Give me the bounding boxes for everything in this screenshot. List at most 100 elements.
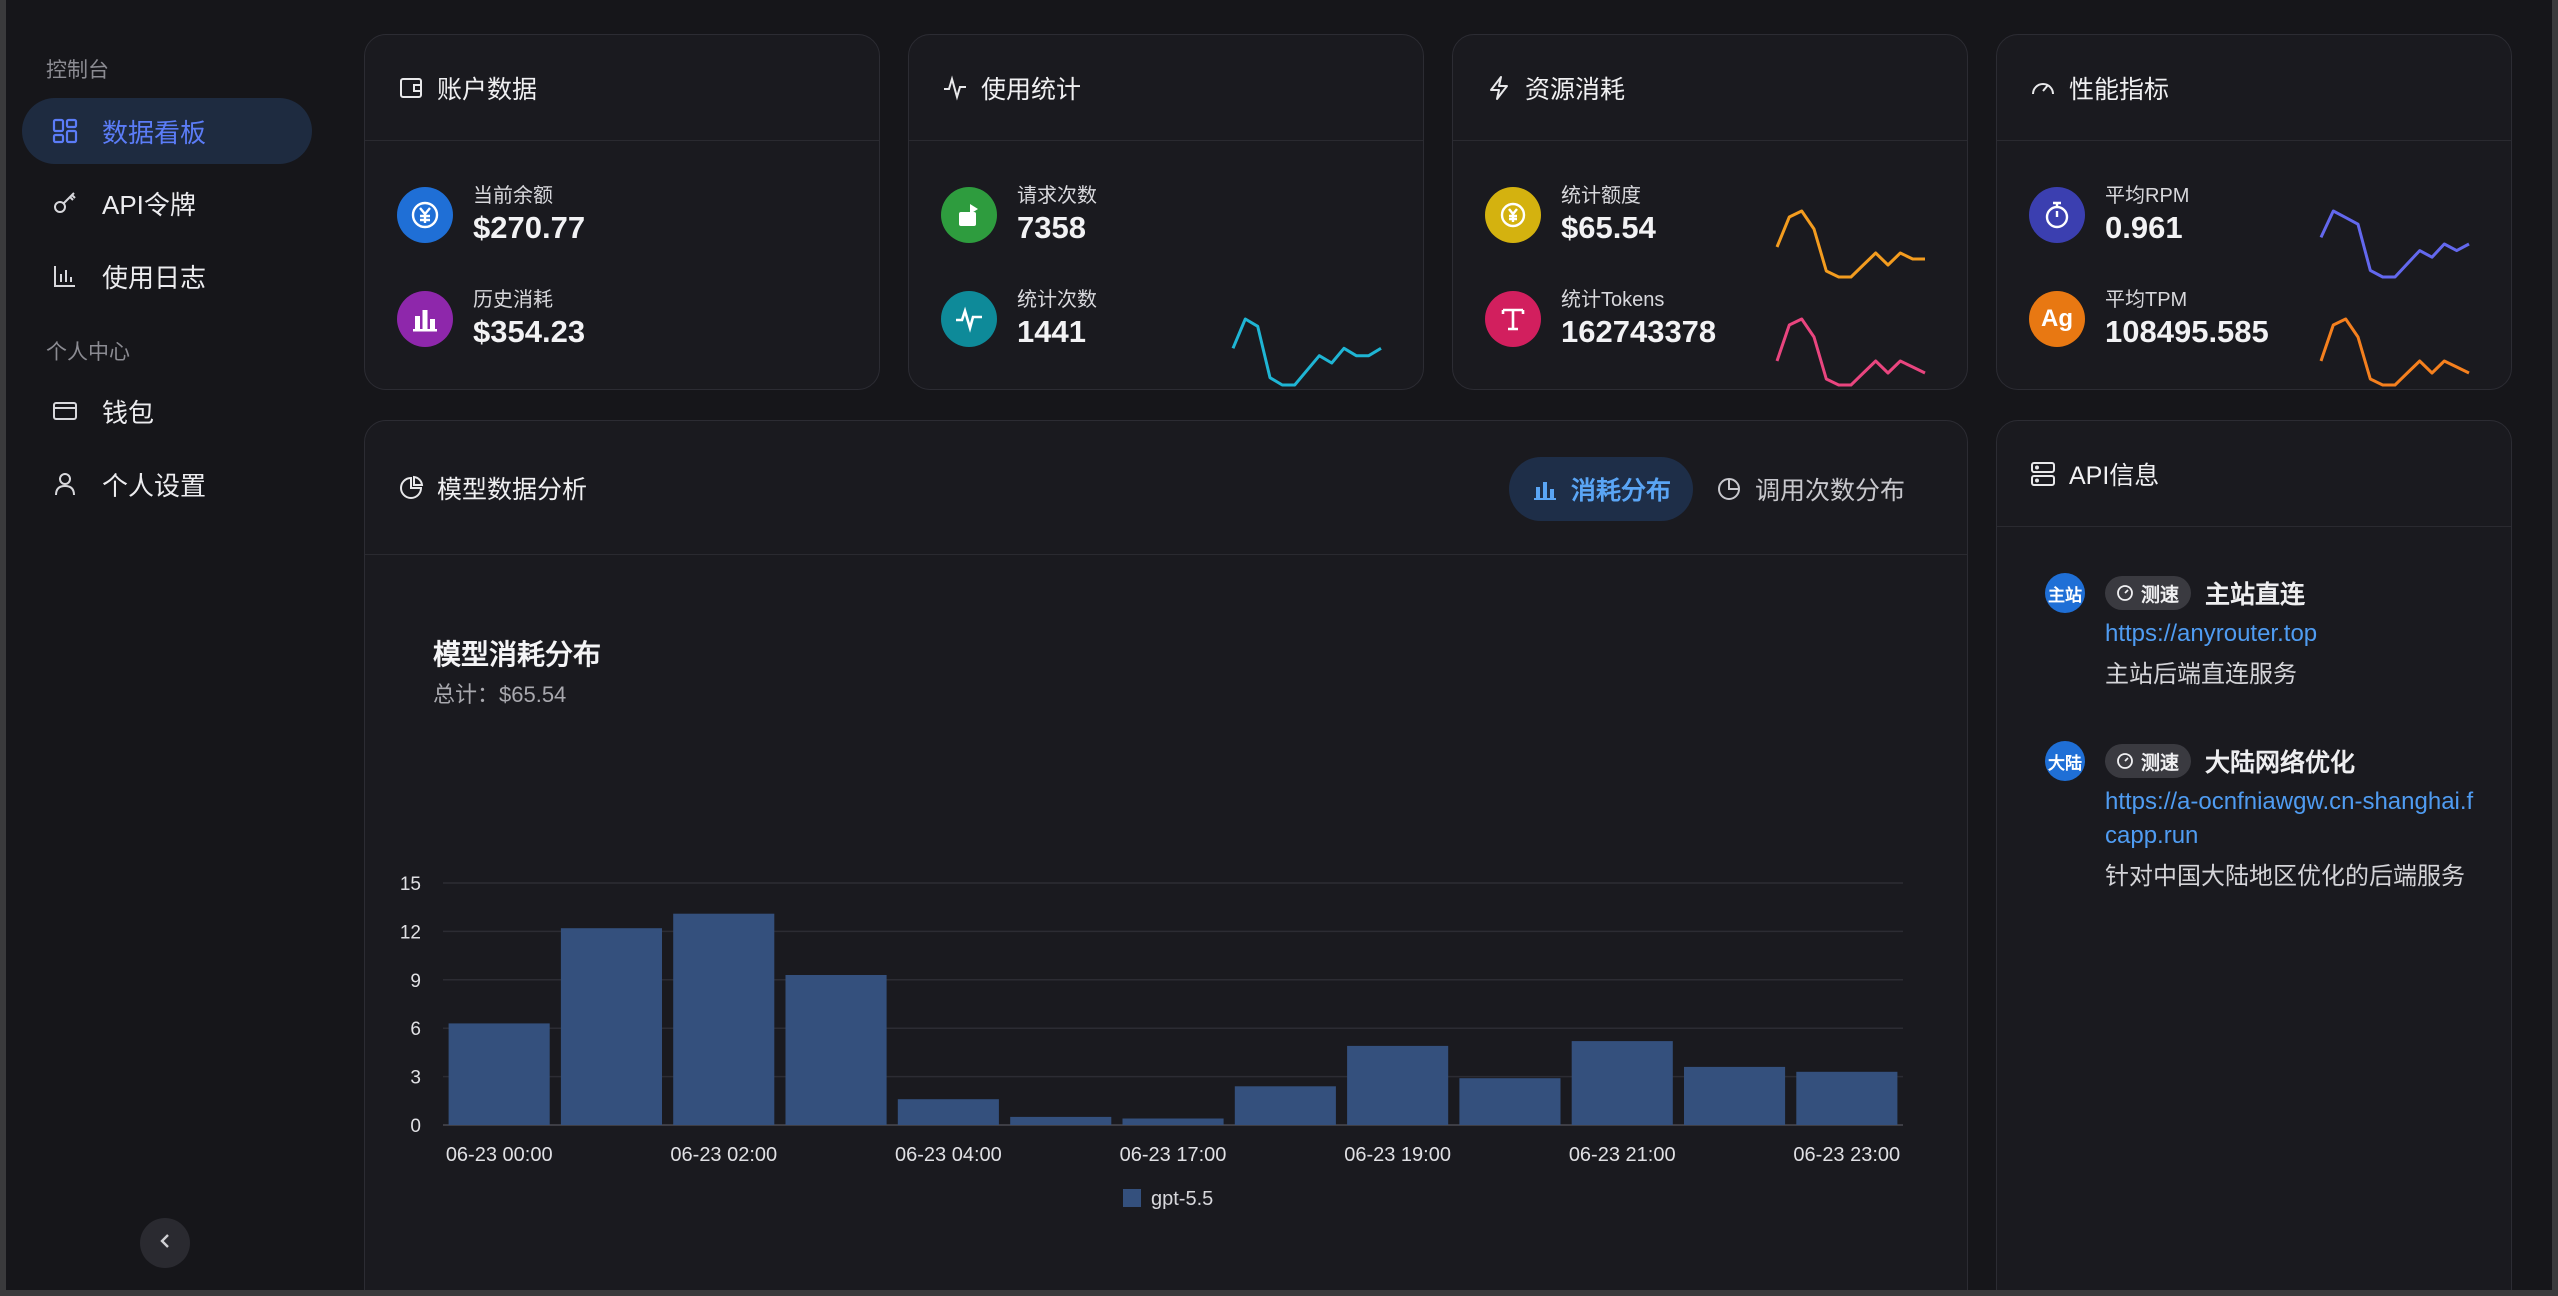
metric-history-spent: 历史消耗 $354.23 [397, 289, 585, 349]
metric-label: 统计次数 [1017, 289, 1097, 311]
model-consumption-bar-chart: 0 3 6 9 12 15 06-23 00:00 06-23 02:00 06-23 04:0… [400, 874, 1903, 1210]
send-request-icon [941, 187, 997, 243]
sparkline-path [1231, 317, 1382, 387]
speed-test-button[interactable]: 测速 [2105, 744, 2192, 778]
pie-chart-icon [397, 474, 425, 502]
card-title: 性能指标 [2069, 75, 2170, 104]
tab-consumption-distribution[interactable]: 消耗分布 [1508, 457, 1693, 521]
metric-value: 1441 [1017, 314, 1086, 349]
legend-swatch [1123, 1189, 1141, 1207]
y-tick-label: 12 [400, 922, 421, 943]
dashboard-grid-icon [50, 116, 80, 146]
api-description: 主站后端直连服务 [2105, 661, 2297, 688]
y-tick-label: 6 [410, 1019, 421, 1040]
api-description: 针对中国大陆地区优化的后端服务 [2105, 863, 2465, 890]
bar[interactable] [1459, 1078, 1561, 1125]
api-url-link[interactable]: https://anyrouter.top [2105, 620, 2318, 647]
api-badge: 大陆 [2045, 741, 2085, 781]
tab-call-count-distribution[interactable]: 调用次数分布 [1693, 457, 1927, 521]
bar-chart-filled-icon [1531, 475, 1559, 503]
metric-label: 当前余额 [473, 185, 553, 207]
metric-value: $354.23 [473, 314, 586, 349]
speed-test-label: 测速 [2141, 584, 2180, 606]
metric-value: 162743378 [1561, 314, 1717, 349]
bar[interactable] [897, 1099, 999, 1125]
metric-value: 0.961 [2105, 210, 2183, 245]
metric-avg-tpm: Ag 平均TPM 108495.585 [2029, 289, 2269, 349]
bar[interactable] [1571, 1041, 1673, 1125]
speed-test-button[interactable]: 测速 [2105, 576, 2192, 610]
api-badge: 主站 [2045, 573, 2085, 613]
chart-total: 总计：$65.54 [433, 682, 567, 707]
y-tick-label: 3 [410, 1068, 421, 1089]
bar[interactable] [1347, 1045, 1449, 1125]
usage-card: 使用统计 请求次数 7358 统计次数 1441 [908, 34, 1424, 390]
account-card: 账户数据 当前余额 $270.77 历史消耗 $354.23 [364, 34, 880, 390]
bar[interactable] [1684, 1066, 1786, 1125]
sidebar-item-personal-settings[interactable]: 个人设置 [22, 451, 312, 517]
sidebar-item-dashboard[interactable]: 数据看板 [22, 98, 312, 164]
metric-stat-quota: 统计额度 $65.54 [1485, 185, 1656, 245]
x-tick-label: 06-23 21:00 [1569, 1144, 1676, 1166]
metric-stat-count: 统计次数 1441 [941, 289, 1097, 349]
bar[interactable] [1010, 1116, 1112, 1125]
api-info-card: API信息 主站 测速 主站直连 https://anyrouter.top 主… [1996, 420, 2512, 1290]
tokens-sparkline [1775, 317, 1926, 387]
quota-sparkline [1775, 209, 1925, 279]
card-title: 使用统计 [981, 75, 1082, 104]
y-tick-label: 15 [400, 874, 421, 895]
sidebar-item-api-tokens[interactable]: API令牌 [22, 170, 312, 236]
rpm-sparkline [2319, 209, 2470, 279]
sidebar-item-label: 数据看板 [102, 117, 207, 148]
sidebar-item-label: 使用日志 [102, 262, 207, 293]
api-url-link[interactable]: https://a-ocnfniawgw.cn-shanghai.fcapp.r… [2105, 788, 2474, 849]
sidebar-collapse-button[interactable] [140, 1218, 190, 1268]
speedometer-icon [2115, 583, 2135, 603]
api-name: 主站直连 [2205, 581, 2306, 609]
y-tick-label: 9 [410, 971, 421, 992]
bar[interactable] [448, 1023, 550, 1125]
metric-label: 平均TPM [2105, 289, 2188, 311]
pulse-icon [941, 291, 997, 347]
sidebar-item-usage-logs[interactable]: 使用日志 [22, 243, 312, 309]
card-header: 资源消耗 [1453, 35, 1967, 141]
tab-label: 消耗分布 [1570, 477, 1671, 505]
chart-title: 模型消耗分布 [433, 639, 602, 670]
speed-test-label: 测速 [2141, 752, 2180, 774]
card-title: 模型数据分析 [437, 475, 588, 504]
x-tick-label: 06-23 02:00 [670, 1144, 777, 1166]
tpm-sparkline [2319, 317, 2470, 387]
card-title: 账户数据 [437, 75, 538, 104]
metric-label: 请求次数 [1017, 185, 1097, 207]
tab-label: 调用次数分布 [1754, 477, 1905, 505]
ag-badge-icon: Ag [2029, 291, 2085, 347]
metric-current-balance: 当前余额 $270.77 [397, 185, 585, 245]
bar[interactable] [560, 928, 662, 1125]
bar[interactable] [785, 975, 887, 1125]
sidebar-group-console: 控制台 [46, 59, 109, 82]
chevron-left-icon [155, 1231, 175, 1256]
card-title: API信息 [2069, 461, 2160, 490]
bar[interactable] [1122, 1118, 1224, 1126]
metric-label: 历史消耗 [473, 289, 553, 311]
bar[interactable] [673, 913, 775, 1125]
bar[interactable] [1796, 1071, 1898, 1125]
stopwatch-icon [2029, 187, 2085, 243]
metric-label: 统计额度 [1561, 185, 1641, 207]
api-entry-main: 主站 测速 主站直连 https://anyrouter.top 主站后端直连服… [2045, 573, 2485, 693]
sidebar-item-wallet[interactable]: 钱包 [22, 378, 312, 444]
metric-value: $270.77 [473, 210, 586, 245]
chart-tabs: 消耗分布 调用次数分布 [1508, 457, 1927, 521]
x-tick-label: 06-23 04:00 [895, 1144, 1002, 1166]
sidebar-item-label: 钱包 [102, 397, 155, 428]
text-type-icon [1485, 291, 1541, 347]
activity-icon [941, 74, 969, 102]
server-icon [2029, 460, 2057, 488]
bar-chart-icon [50, 261, 80, 291]
card-header: 使用统计 [909, 35, 1423, 141]
user-icon [50, 469, 80, 499]
legend-label[interactable]: gpt-5.5 [1151, 1188, 1213, 1210]
lightning-icon [1485, 74, 1513, 102]
bar[interactable] [1234, 1086, 1336, 1125]
wallet-icon [397, 74, 425, 102]
